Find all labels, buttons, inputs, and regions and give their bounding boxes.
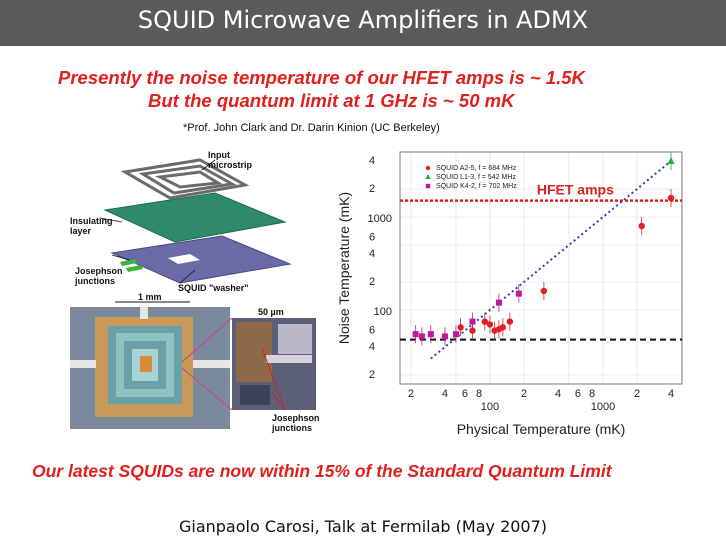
credit-note: *Prof. John Clark and Dr. Darin Kinion (… xyxy=(183,122,440,134)
chart-grid xyxy=(400,152,682,384)
chart-reference-lines: HFET amps xyxy=(400,160,682,360)
data-point xyxy=(638,222,645,230)
chip-photo xyxy=(70,307,230,429)
y-tick-label: 2 xyxy=(369,276,375,288)
slide-title: SQUID Microwave Amplifiers in ADMX xyxy=(137,6,589,34)
y-tick-label: 4 xyxy=(369,155,375,167)
legend-label: SQUID K4-2, f = 702 MHz xyxy=(436,183,517,190)
data-point xyxy=(506,318,514,325)
y-tick-label: 2 xyxy=(369,369,375,381)
y-tick-label: 6 xyxy=(369,232,375,244)
y-tick-label: 4 xyxy=(369,248,375,260)
label-insulating: Insulating xyxy=(70,216,113,226)
x-tick-label: 8 xyxy=(476,388,482,400)
x-tick-label: 4 xyxy=(668,388,674,400)
x-tick-label: 8 xyxy=(589,388,595,400)
y-tick-label-major: 100 xyxy=(374,306,392,318)
y-axis-label: Noise Temperature (mK) xyxy=(336,192,352,344)
legend-label: SQUID L1-3, f = 542 MHz xyxy=(436,174,516,181)
legend-swatch xyxy=(425,174,431,179)
junction-marker xyxy=(120,259,137,266)
y-tick-label-major: 1000 xyxy=(368,213,392,225)
label-washer: SQUID "washer" xyxy=(178,283,249,293)
headline-line-2: But the quantum limit at 1 GHz is ~ 50 m… xyxy=(148,90,515,111)
data-point xyxy=(457,324,464,331)
label-josephson-2: Josephson xyxy=(272,413,320,423)
data-point xyxy=(486,321,494,328)
data-point xyxy=(452,331,459,338)
insulating-layer xyxy=(103,192,287,243)
data-point xyxy=(481,318,488,325)
label-zoom-scale: 50 µm xyxy=(258,307,284,317)
legend-label: SQUID A2-5, f = 684 MHz xyxy=(436,165,517,172)
x-tick-label: 2 xyxy=(634,388,640,400)
label-junctions: junctions xyxy=(75,276,115,286)
y-tick-label: 2 xyxy=(369,183,375,195)
data-point xyxy=(667,157,675,165)
data-point xyxy=(515,290,522,297)
x-tick-label: 6 xyxy=(462,388,468,400)
title-bar: SQUID Microwave Amplifiers in ADMX xyxy=(0,0,726,46)
diagonal-reference-line xyxy=(430,160,672,360)
legend-swatch xyxy=(425,183,431,189)
data-point xyxy=(412,331,419,338)
data-point xyxy=(499,324,507,331)
data-point xyxy=(427,331,434,338)
plot-frame xyxy=(399,151,683,385)
label-microstrip: microstrip xyxy=(208,160,253,170)
data-point xyxy=(469,327,476,334)
headline-line-1: Presently the noise temperature of our H… xyxy=(58,67,585,88)
microstrip-coil xyxy=(120,158,250,200)
footer: Gianpaolo Carosi, Talk at Fermilab (May … xyxy=(178,517,548,536)
chart-legend: SQUID A2-5, f = 684 MHz SQUID L1-3, f = 5… xyxy=(425,165,517,190)
x-tick-label: 2 xyxy=(408,388,414,400)
label-junctions-2: junctions xyxy=(272,423,312,433)
x-tick-label: 4 xyxy=(442,388,448,400)
x-tick-label-major: 100 xyxy=(481,401,499,413)
x-axis-label: Physical Temperature (mK) xyxy=(457,421,626,437)
y-tick-label: 6 xyxy=(369,325,375,337)
label-layer: layer xyxy=(70,226,92,236)
x-tick-label: 4 xyxy=(555,388,561,400)
x-tick-label-major: 1000 xyxy=(591,401,615,413)
x-tick-label: 2 xyxy=(521,388,527,400)
label-input: Input xyxy=(208,150,230,160)
bottom-line: Our latest SQUIDs are now within 15% of … xyxy=(32,461,612,481)
data-point xyxy=(540,287,548,295)
chart-marks xyxy=(412,152,675,346)
junction-zoom-photo xyxy=(232,318,316,410)
legend-swatch xyxy=(425,165,431,171)
label-josephson: Josephson xyxy=(75,266,123,276)
y-tick-label: 4 xyxy=(369,341,375,353)
data-point xyxy=(495,299,502,306)
data-point xyxy=(469,318,476,325)
data-point xyxy=(667,194,675,202)
squid-washer xyxy=(110,235,292,284)
label-scale: 1 mm xyxy=(138,292,162,302)
data-point xyxy=(418,333,425,340)
x-tick-label: 6 xyxy=(575,388,581,400)
hfet-label: HFET amps xyxy=(537,182,614,198)
data-point xyxy=(441,333,448,340)
